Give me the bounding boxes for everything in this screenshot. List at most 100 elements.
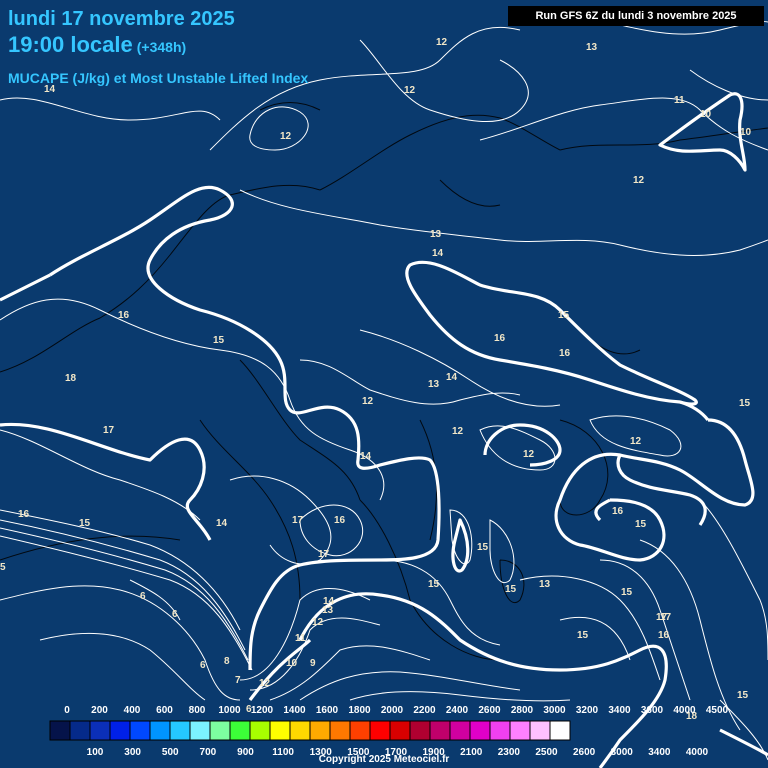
thick-contours — [0, 92, 768, 768]
legend-top-label: 200 — [91, 705, 108, 716]
contour-label: 11 — [674, 95, 685, 106]
legend-bottom-label: 1500 — [347, 747, 370, 758]
legend-top-label: 0 — [64, 705, 70, 716]
legend-swatch — [229, 720, 251, 741]
contour-label: 8 — [224, 656, 230, 667]
legend-swatch — [169, 720, 191, 741]
legend-bottom-label: 1300 — [310, 747, 333, 758]
contour-label: 14 — [323, 596, 335, 607]
contour-label: 12 — [362, 396, 374, 407]
legend-swatch — [369, 720, 391, 741]
contour-label: 17 — [660, 612, 672, 623]
legend-top-label: 2800 — [511, 705, 534, 716]
legend-bottom-label: 100 — [87, 747, 104, 758]
legend-bottom-label: 1100 — [272, 747, 294, 758]
contour-label: 12 — [280, 131, 292, 142]
legend-swatch — [109, 720, 131, 741]
legend-swatch — [289, 720, 311, 741]
contour-label: 6 — [246, 704, 252, 715]
legend-bottom-label: 3400 — [648, 747, 671, 758]
legend-swatch — [429, 720, 451, 741]
legend-top-label: 800 — [189, 705, 206, 716]
color-legend: 0 200 400 600 800 1000 1200 1400 1600 1800 2000 220… — [49, 705, 729, 758]
contour-label: 13 — [322, 605, 334, 616]
legend-swatch — [489, 720, 511, 741]
contour-label: 15 — [558, 310, 570, 321]
contour-label: 5 — [0, 562, 6, 573]
contour-label: 15 — [739, 398, 751, 409]
legend-top-label: 3400 — [608, 705, 631, 716]
contour-label: 10 — [700, 109, 712, 120]
contour-label: 16 — [494, 333, 506, 344]
legend-top-label: 400 — [124, 705, 141, 716]
legend-swatch — [49, 720, 71, 741]
contour-label: 12 — [633, 175, 645, 186]
legend-swatch — [509, 720, 531, 741]
thin-contours — [0, 19, 768, 761]
legend-top-label: 600 — [156, 705, 173, 716]
contour-label: 16 — [334, 515, 346, 526]
contour-label: 16 — [18, 509, 30, 520]
contour-label: 17 — [292, 515, 304, 526]
contour-label: 7 — [235, 675, 241, 686]
legend-swatch — [89, 720, 111, 741]
legend-top-label: 3200 — [576, 705, 599, 716]
contour-label: 17 — [318, 549, 330, 560]
contour-label: 12 — [404, 85, 416, 96]
forecast-offset: (+348h) — [136, 39, 187, 55]
contour-label: 15 — [621, 587, 633, 598]
contour-label: 12 — [452, 426, 464, 437]
legend-swatch — [189, 720, 211, 741]
contour-label: 14 — [44, 84, 56, 95]
legend-top-label: 4000 — [673, 705, 696, 716]
contour-label: 13 — [539, 579, 551, 590]
contour-label: 10 — [740, 127, 752, 138]
contour-label: 14 — [446, 372, 458, 383]
legend-top-label: 1800 — [348, 705, 371, 716]
legend-swatch — [449, 720, 471, 741]
legend-bottom-label: 700 — [200, 747, 217, 758]
contour-label: 16 — [658, 630, 670, 641]
contour-label: 13 — [430, 229, 442, 240]
contour-label: 15 — [577, 630, 589, 641]
legend-bottom-label: 4000 — [686, 747, 709, 758]
legend-bottom-label: 300 — [124, 747, 141, 758]
contour-label: 12 — [436, 37, 448, 48]
legend-swatch — [469, 720, 491, 741]
legend-bottom-label: 2100 — [460, 747, 483, 758]
contour-label: 15 — [213, 335, 225, 346]
contour-label: 9 — [310, 658, 316, 669]
legend-swatch — [549, 720, 571, 741]
legend-top-label: 2600 — [478, 705, 501, 716]
parameter-title: MUCAPE (J/kg) et Most Unstable Lifted In… — [8, 70, 309, 86]
legend-top-label: 1400 — [283, 705, 306, 716]
legend-swatch — [389, 720, 411, 741]
contour-label: 15 — [79, 518, 91, 529]
legend-swatch — [529, 720, 551, 741]
legend-swatch — [409, 720, 431, 741]
legend-bottom-label: 1900 — [423, 747, 446, 758]
contour-label: 18 — [65, 373, 77, 384]
contour-label: 6 — [172, 609, 178, 620]
legend-swatch — [249, 720, 271, 741]
forecast-time-value: 19:00 locale — [8, 32, 133, 57]
contour-label: 10 — [286, 658, 298, 669]
contour-label: 16 — [559, 348, 571, 359]
contour-label: 13 — [428, 379, 440, 390]
legend-bottom-label: 3000 — [611, 747, 634, 758]
legend-top-label: 1000 — [218, 705, 241, 716]
forecast-date: lundi 17 novembre 2025 — [8, 8, 235, 30]
legend-top-label: 4500 — [706, 705, 729, 716]
legend-swatches — [49, 720, 571, 741]
contour-label: 15 — [635, 519, 647, 530]
contour-label: 14 — [432, 248, 444, 259]
legend-top-label: 3000 — [543, 705, 566, 716]
legend-top-label: 3600 — [641, 705, 664, 716]
legend-top-labels: 0 200 400 600 800 1000 1200 1400 1600 1800 2000 220… — [64, 705, 728, 716]
contour-labels: 12 13 11 10 10 14 12 12 12 13 14 16 15 1… — [0, 37, 752, 722]
contour-label: 14 — [360, 451, 372, 462]
contour-label: 6 — [200, 660, 206, 671]
contour-label: 17 — [656, 612, 668, 623]
legend-top-label: 2200 — [413, 705, 436, 716]
